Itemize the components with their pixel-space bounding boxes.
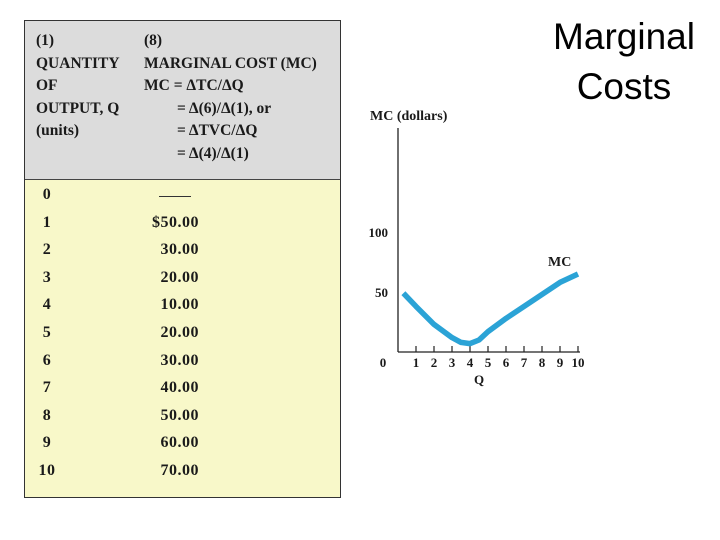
- marginal-cost-cell: 70.00: [160, 462, 199, 479]
- slide-title: Marginal Costs: [538, 12, 710, 112]
- marginal-cost-cell: 10.00: [160, 296, 199, 314]
- x-tick-label: 4: [467, 355, 474, 370]
- quantity-cell: 4: [42, 296, 52, 314]
- x-tick-label: 8: [539, 355, 546, 370]
- header-line: = ΔTVC/ΔQ: [177, 122, 258, 139]
- header-line: OUTPUT, Q: [36, 99, 120, 117]
- marginal-cost-cell: 60.00: [160, 434, 199, 452]
- quantity-cell: 2: [42, 241, 52, 259]
- header-line: OF: [36, 77, 58, 94]
- marginal-cost-table: (1) QUANTITY OF OUTPUT, Q (units) (8) MA…: [24, 20, 341, 498]
- header-line: = Δ(4)/Δ(1): [177, 144, 249, 162]
- header-line: = Δ(6)/Δ(1), or: [177, 99, 272, 117]
- header-line: QUANTITY: [36, 54, 120, 72]
- x-tick-label: 7: [521, 355, 528, 370]
- table-header: (1) QUANTITY OF OUTPUT, Q (units) (8) MA…: [25, 21, 340, 180]
- marginal-cost-cell: 40.00: [160, 379, 199, 397]
- y-axis-label: MC (dollars): [370, 109, 448, 124]
- quantity-cell: 7: [42, 379, 52, 397]
- mc-curve: [401, 271, 580, 347]
- y-tick-label: 100: [369, 225, 389, 240]
- x-tick-label: 3: [449, 355, 456, 370]
- quantity-cell: 5: [42, 324, 52, 341]
- marginal-cost-cell: 20.00: [160, 324, 199, 341]
- header-line: (8): [144, 32, 163, 49]
- x-tick-label: 0: [380, 355, 387, 370]
- x-tick-label: 1: [413, 355, 420, 370]
- marginal-cost-cell: 30.00: [160, 241, 199, 259]
- mc-curve-label: MC: [548, 255, 571, 270]
- marginal-cost-chart: MC (dollars) 100 50 0 1 2 3 4 5 6 7 8 9 10 Q MC: [369, 109, 585, 387]
- quantity-cell: 8: [42, 406, 52, 424]
- marginal-cost-cell: 20.00: [160, 268, 199, 286]
- header-line: (units): [36, 122, 80, 139]
- quantity-cell: 6: [42, 351, 52, 369]
- quantity-cell: 1: [42, 213, 52, 231]
- empty-value-dash: [159, 186, 191, 197]
- table-body: 0 1 $50.00 2 30.00 3 20.00 4 10.00 5 20.00 6 30.00 7 4…: [25, 180, 340, 497]
- quantity-cell: 0: [42, 186, 52, 203]
- x-tick-label: 9: [557, 355, 564, 370]
- marginal-cost-cell: $50.00: [152, 213, 199, 231]
- x-tick-label: 2: [431, 355, 438, 370]
- marginal-cost-cell: 30.00: [160, 351, 199, 369]
- x-tick-label: 5: [485, 355, 492, 370]
- slide-title-line-2: Costs: [576, 66, 672, 107]
- marginal-cost-column-header: (8) MARGINAL COST (MC) MC = ΔTC/ΔQ = Δ(6…: [144, 30, 317, 165]
- y-tick-label: 50: [375, 285, 388, 300]
- x-tick-label: 6: [503, 355, 510, 370]
- quantity-cell: 3: [42, 268, 52, 286]
- quantity-cell: 9: [42, 434, 52, 452]
- slide-title-line-1: Marginal: [553, 16, 695, 57]
- marginal-cost-cell: 50.00: [160, 406, 199, 424]
- quantity-column-header: (1) QUANTITY OF OUTPUT, Q (units): [36, 30, 120, 143]
- x-axis-label: Q: [474, 372, 484, 387]
- header-line: MC = ΔTC/ΔQ: [144, 77, 244, 94]
- header-line: (1): [36, 32, 55, 49]
- quantity-cell: 10: [38, 462, 56, 479]
- marginal-cost-cell: [135, 186, 199, 204]
- x-tick-label: 10: [572, 355, 585, 370]
- header-line: MARGINAL COST (MC): [144, 54, 317, 72]
